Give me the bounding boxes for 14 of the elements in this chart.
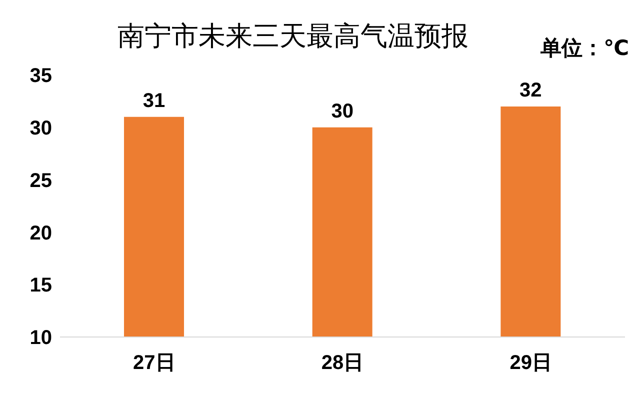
data-label: 32 bbox=[520, 79, 542, 102]
data-label: 30 bbox=[331, 100, 354, 122]
data-label: 31 bbox=[142, 90, 166, 112]
text: 单位：℃ bbox=[540, 36, 629, 62]
x-tick-label: 28日 bbox=[321, 352, 364, 374]
y-tick-label: 30 bbox=[30, 118, 52, 140]
y-tick-label: 10 bbox=[30, 327, 52, 350]
x-tick-label: 27日 bbox=[133, 352, 176, 374]
y-tick-label: 25 bbox=[30, 170, 52, 192]
y-tick-label: 15 bbox=[30, 274, 52, 297]
chart-title: 南宁市未来三天最高气温预报 bbox=[116, 20, 470, 54]
y-tick-label: 35 bbox=[30, 65, 52, 88]
y-tick-label: 20 bbox=[30, 222, 52, 244]
x-tick-label: 29日 bbox=[510, 352, 552, 374]
